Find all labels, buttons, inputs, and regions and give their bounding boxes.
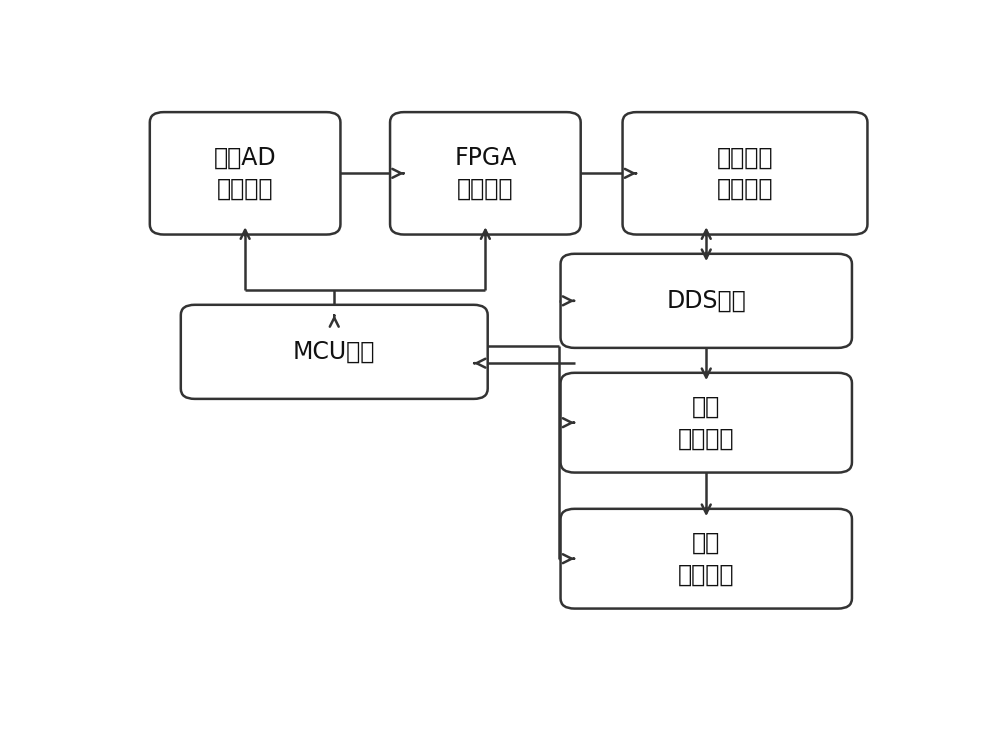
- FancyBboxPatch shape: [561, 254, 852, 348]
- Text: DDS电路: DDS电路: [666, 289, 746, 313]
- FancyBboxPatch shape: [150, 112, 340, 235]
- FancyBboxPatch shape: [390, 112, 581, 235]
- FancyBboxPatch shape: [561, 509, 852, 609]
- Text: 射频
放大电路: 射频 放大电路: [678, 395, 734, 450]
- Text: 中频滤波
输出电路: 中频滤波 输出电路: [717, 146, 773, 201]
- Text: 音频AD
转换模块: 音频AD 转换模块: [214, 146, 276, 201]
- Text: MCU单元: MCU单元: [293, 340, 375, 364]
- FancyBboxPatch shape: [181, 305, 488, 399]
- FancyBboxPatch shape: [623, 112, 867, 235]
- Text: 功率
调节电路: 功率 调节电路: [678, 531, 734, 587]
- FancyBboxPatch shape: [561, 373, 852, 473]
- Text: FPGA
调频模块: FPGA 调频模块: [454, 146, 517, 201]
